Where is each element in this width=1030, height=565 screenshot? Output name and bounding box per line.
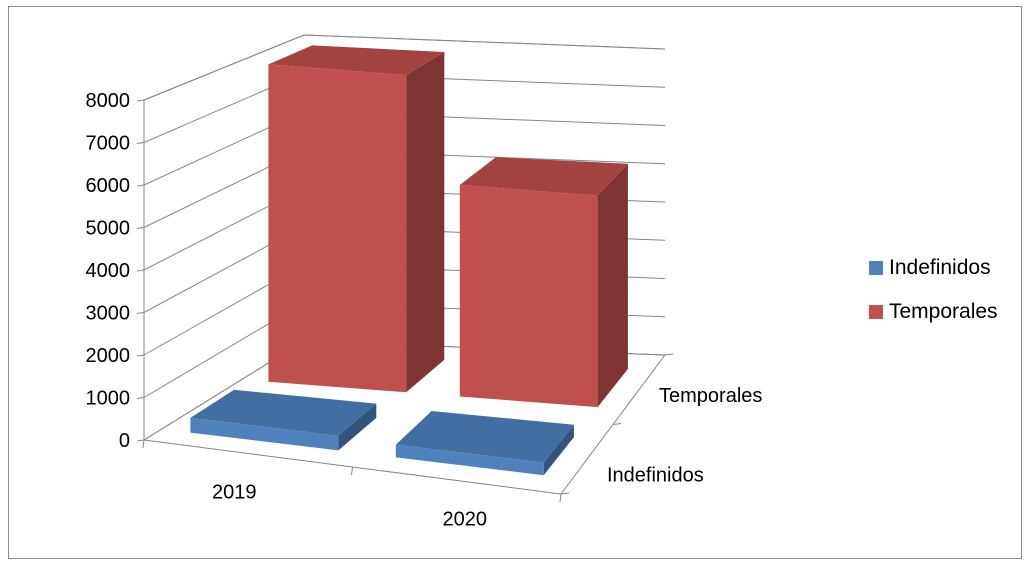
y-tick [137,313,144,314]
y-tick [137,398,144,399]
y-tick-label: 4000 [86,260,131,282]
y-tick [137,440,144,441]
bar-side-face [406,52,444,392]
y-tick [137,355,144,356]
category-label: 2019 [212,482,257,504]
legend-label: Indefinidos [889,256,991,279]
bar-indefinidos-2019 [190,390,376,451]
y-tick-label: 2000 [86,345,131,367]
bar-chart-3d: 0 1000 2000 3000 4000 5000 6000 7000 8000 2019 20… [9,7,1023,560]
bar-side-face [598,164,628,407]
bar-temporales-2020 [460,157,628,407]
legend-swatch [869,261,883,275]
y-tick [137,228,144,229]
y-tick-label: 7000 [86,133,131,155]
depth-label: Indefinidos [607,464,704,486]
y-tick-label: 1000 [86,388,131,410]
y-tick-label: 6000 [86,175,131,197]
x-tick [560,494,561,502]
bar-indefinidos-2020 [396,411,574,475]
y-tick [137,143,144,144]
chart-frame: 0 1000 2000 3000 4000 5000 6000 7000 8000 2019 20… [8,6,1022,559]
y-tick [137,100,144,101]
y-tick [137,270,144,271]
bar-front-face [268,64,406,392]
y-tick-label: 0 [119,430,130,452]
x-tick [143,440,144,448]
depth-label: Temporales [659,385,762,407]
category-label: 2020 [443,509,488,531]
legend-label: Temporales [889,300,998,323]
y-tick-label: 5000 [86,218,131,240]
bar-temporales-2019 [268,45,444,392]
y-tick-label: 3000 [86,303,131,325]
y-tick-label: 8000 [86,90,131,112]
y-tick [137,185,144,186]
legend-swatch [869,305,883,319]
x-tick [352,467,353,475]
bar-front-face [460,185,598,407]
depth-tick [665,354,673,355]
